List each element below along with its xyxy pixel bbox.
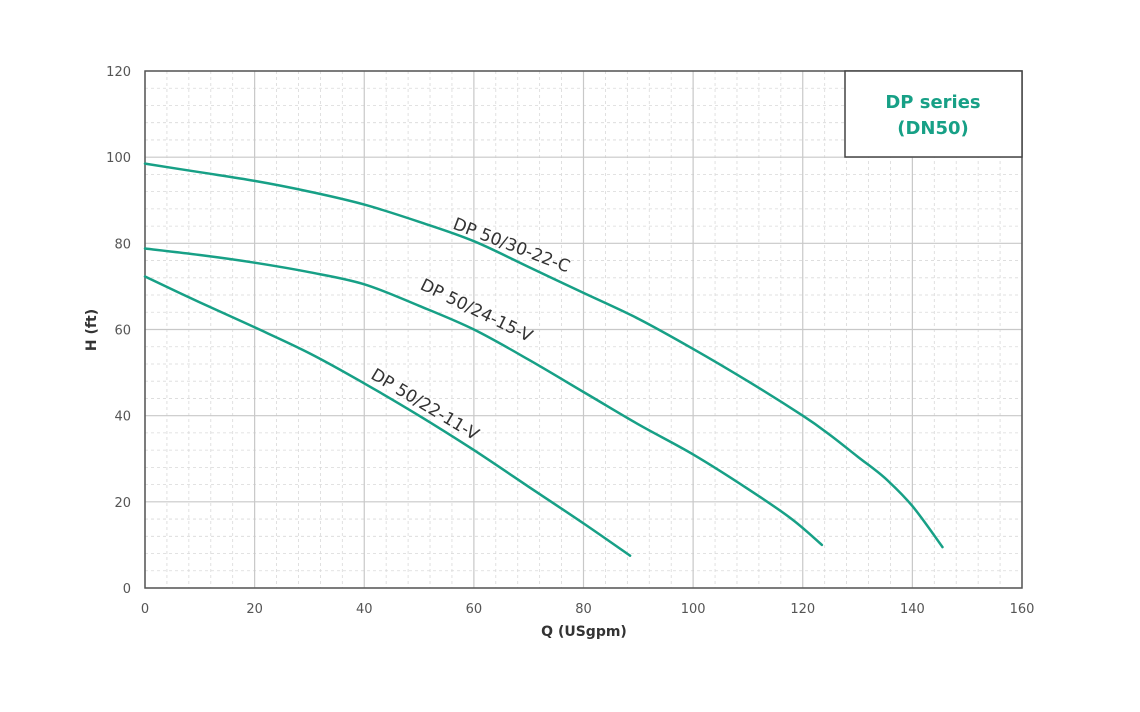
y-tick-label: 0 — [123, 582, 131, 597]
x-tick-label: 160 — [1010, 602, 1035, 617]
y-tick-label: 100 — [106, 151, 131, 166]
x-tick-label: 120 — [790, 602, 815, 617]
curve-label: DP 50/30-22-C — [450, 214, 572, 277]
y-tick-label: 20 — [114, 496, 131, 511]
title-line-1: DP series — [885, 92, 980, 113]
y-tick-label: 60 — [114, 324, 131, 339]
plot-frame — [144, 70, 1023, 589]
x-tick-label: 100 — [681, 602, 706, 617]
y-axis-label: H (ft) — [84, 309, 100, 351]
y-tick-label: 40 — [114, 410, 131, 425]
x-tick-label: 140 — [900, 602, 925, 617]
x-tick-label: 20 — [246, 602, 263, 617]
title-line-2: (DN50) — [897, 118, 969, 139]
y-tick-label: 80 — [114, 237, 131, 252]
x-tick-label: 60 — [466, 602, 483, 617]
x-tick-label: 0 — [141, 602, 149, 617]
curve-label: DP 50/22-11-V — [367, 365, 482, 445]
x-tick-label: 80 — [575, 602, 592, 617]
x-tick-label: 40 — [356, 602, 373, 617]
y-tick-label: 120 — [106, 65, 131, 80]
curves — [143, 162, 944, 557]
title-box: DP series (DN50) — [844, 70, 1023, 158]
title-box-frame — [844, 70, 1023, 158]
curve-dp-50-22-11-v — [143, 275, 632, 557]
curve-dp-50-24-15-v — [143, 247, 824, 547]
axis-ticks: 0 20 40 60 80 100 120 140 160 0 20 40 60 80 100 120 — [106, 65, 1034, 617]
x-axis-label: Q (USgpm) — [541, 624, 627, 640]
curve-dp-50-30-22-c — [143, 162, 944, 549]
